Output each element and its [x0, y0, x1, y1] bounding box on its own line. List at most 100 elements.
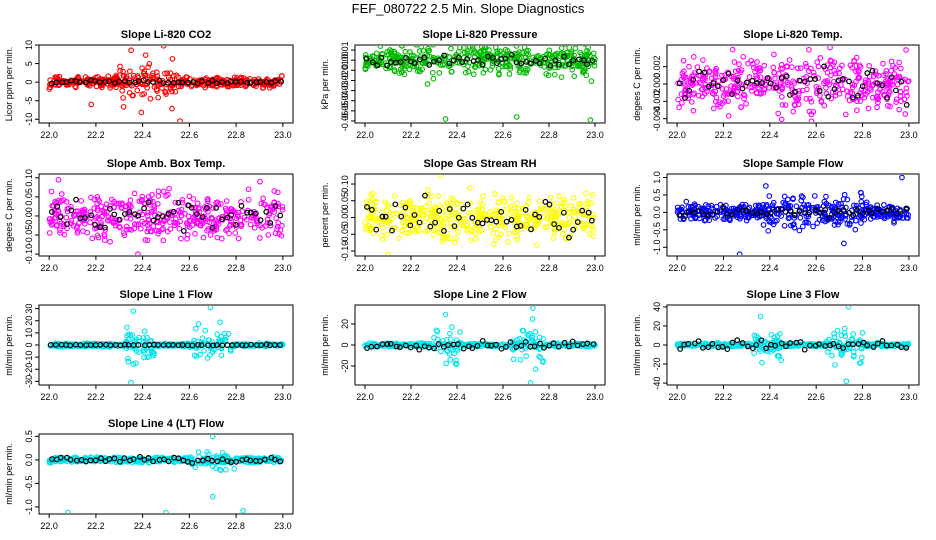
data-point-black: [894, 341, 901, 348]
data-point: [586, 230, 593, 237]
data-point: [851, 58, 858, 65]
data-point-black: [455, 54, 462, 61]
data-point: [846, 220, 853, 227]
data-point-black: [518, 342, 525, 349]
data-point: [443, 337, 450, 343]
y-axis-label: ml/min per min.: [4, 443, 14, 505]
x-tick-label: 22.8: [540, 130, 558, 140]
data-point-black: [801, 346, 808, 353]
plot-frame: [38, 44, 294, 124]
data-point-black: [247, 209, 254, 216]
data-point: [861, 88, 868, 94]
data-point-black: [757, 209, 764, 216]
data-point-black: [53, 342, 59, 348]
y-tick-label: 0.5: [652, 189, 662, 202]
data-point: [740, 91, 747, 98]
data-point: [836, 65, 843, 72]
data-point: [560, 196, 567, 203]
panel-title: Slope Amb. Box Temp.: [107, 158, 226, 170]
data-point-black: [165, 458, 172, 465]
x-tick-label: 22.4: [134, 521, 152, 531]
data-point: [563, 46, 567, 47]
data-point-outlier: [65, 509, 71, 513]
data-point: [869, 83, 875, 89]
data-point: [556, 193, 562, 200]
data-point: [830, 62, 836, 68]
data-point: [166, 185, 172, 192]
data-point: [891, 220, 897, 226]
data-point-black: [441, 52, 447, 59]
data-point-black: [528, 60, 535, 67]
data-point-black: [695, 208, 702, 215]
data-point-black: [864, 342, 871, 349]
data-point: [755, 202, 762, 209]
data-point: [835, 219, 841, 225]
data-point: [70, 456, 77, 463]
data-point-black: [199, 214, 206, 220]
data-point-black: [874, 206, 881, 213]
data-point: [430, 75, 437, 82]
data-point: [891, 71, 898, 77]
y-tick-label: -0.02: [340, 70, 350, 91]
data-point-black: [263, 341, 270, 348]
data-point: [514, 50, 520, 57]
data-point: [774, 217, 780, 224]
data-point: [785, 81, 791, 88]
data-point: [732, 68, 739, 75]
data-point-black: [840, 208, 847, 214]
data-point-black: [859, 83, 866, 90]
data-point-black: [455, 341, 461, 348]
data-point: [158, 226, 165, 233]
data-point: [120, 68, 126, 75]
x-tick-label: 23.0: [900, 130, 918, 140]
data-point-outlier: [385, 251, 391, 255]
data-point-black: [203, 205, 210, 211]
data-point: [844, 196, 851, 203]
x-tick-label: 22.2: [402, 392, 420, 402]
data-point: [561, 226, 568, 232]
y-tick-label: -0.004: [652, 106, 662, 132]
data-point: [61, 231, 68, 238]
data-point: [119, 87, 126, 94]
data-point: [754, 214, 761, 221]
data-point: [231, 466, 238, 472]
data-point: [526, 194, 532, 201]
data-point-black: [198, 78, 205, 85]
data-point: [93, 83, 100, 90]
data-point: [542, 224, 548, 230]
x-tick-label: 22.4: [134, 263, 152, 273]
data-point-black: [588, 217, 595, 224]
x-tick-label: 22.6: [494, 392, 512, 402]
data-point: [855, 75, 862, 82]
data-point-black: [179, 79, 186, 86]
data-point: [584, 200, 591, 207]
data-point: [478, 46, 485, 50]
data-point-black: [734, 77, 741, 84]
data-point: [387, 209, 394, 216]
data-point: [153, 76, 160, 82]
data-point-black: [888, 342, 895, 349]
data-point: [806, 46, 812, 53]
data-point-black: [214, 458, 221, 465]
data-point-black: [531, 343, 538, 350]
data-point: [414, 68, 421, 74]
data-point: [711, 91, 718, 97]
y-tick-label: 0.0: [652, 206, 662, 219]
data-point-black: [859, 210, 866, 217]
panel-title: Slope Li-820 Temp.: [743, 29, 842, 41]
data-point-black: [503, 218, 510, 225]
data-point: [513, 46, 520, 49]
data-point: [264, 76, 270, 82]
data-point: [214, 199, 221, 206]
data-point: [440, 338, 446, 344]
data-point: [492, 190, 498, 197]
data-point-black: [96, 79, 103, 85]
data-point-black: [685, 208, 692, 215]
data-point-outlier: [209, 493, 216, 500]
data-point: [844, 221, 851, 227]
data-point: [735, 67, 742, 74]
data-point: [584, 204, 591, 210]
data-point-black: [797, 339, 804, 345]
data-point: [893, 96, 900, 103]
data-point-black: [73, 78, 80, 85]
